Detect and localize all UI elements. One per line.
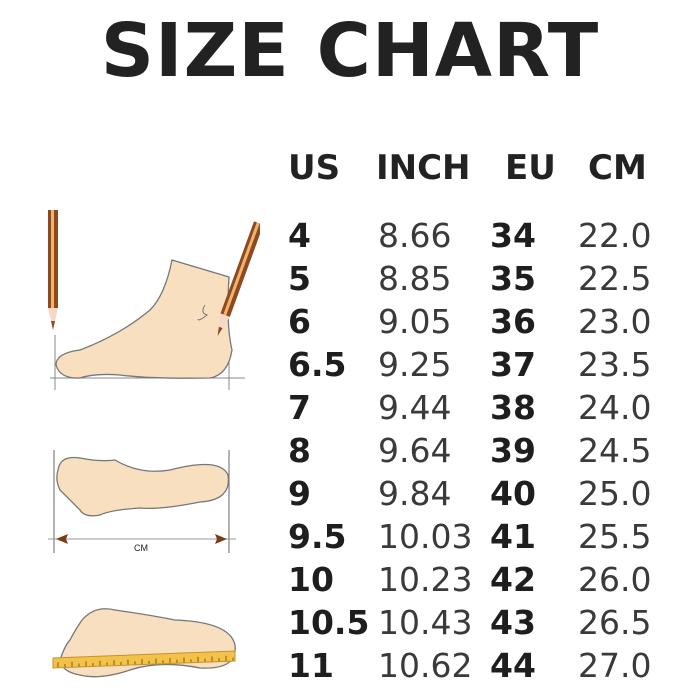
cell-us: 10	[288, 560, 334, 599]
table-row: 11 10.62 44 27.0	[0, 644, 700, 687]
cell-inch: 10.62	[378, 646, 473, 685]
cell-inch: 9.64	[378, 431, 452, 470]
header-eu: EU	[505, 148, 556, 188]
table-row: 7 9.44 38 24.0	[0, 386, 700, 429]
cell-inch: 10.03	[378, 517, 473, 556]
header-cm: CM	[588, 148, 647, 188]
cell-cm: 26.0	[578, 560, 652, 599]
cell-eu: 39	[490, 431, 536, 470]
cell-inch: 9.25	[378, 345, 452, 384]
cell-us: 6.5	[288, 345, 347, 384]
cell-eu: 44	[490, 646, 536, 685]
cell-inch: 9.05	[378, 302, 452, 341]
cell-us: 11	[288, 646, 334, 685]
cell-us: 9.5	[288, 517, 347, 556]
cell-eu: 35	[490, 259, 536, 298]
table-row: 8 9.64 39 24.5	[0, 429, 700, 472]
table-row: 9 9.84 40 25.0	[0, 472, 700, 515]
cell-cm: 25.5	[578, 517, 652, 556]
cell-eu: 38	[490, 388, 536, 427]
cell-cm: 25.0	[578, 474, 652, 513]
cell-inch: 8.85	[378, 259, 452, 298]
cell-eu: 37	[490, 345, 536, 384]
cell-eu: 42	[490, 560, 536, 599]
cell-us: 9	[288, 474, 311, 513]
cell-eu: 40	[490, 474, 536, 513]
foot-ruler-illustration	[52, 608, 236, 678]
header-inch: INCH	[376, 148, 471, 188]
cell-inch: 10.43	[378, 603, 473, 642]
foot-top-illustration: CM	[48, 450, 236, 553]
cell-inch: 8.66	[378, 216, 452, 255]
table-row: 6.5 9.25 37 23.5	[0, 343, 700, 386]
cell-inch: 9.84	[378, 474, 452, 513]
cell-cm: 26.5	[578, 603, 652, 642]
table-row: 5 8.85 35 22.5	[0, 257, 700, 300]
header-us: US	[288, 148, 341, 188]
cell-us: 4	[288, 216, 311, 255]
cell-eu: 41	[490, 517, 536, 556]
cell-us: 7	[288, 388, 311, 427]
table-row: 10 10.23 42 26.0	[0, 558, 700, 601]
cell-us: 5	[288, 259, 311, 298]
cell-eu: 34	[490, 216, 536, 255]
cell-eu: 43	[490, 603, 536, 642]
cell-cm: 22.5	[578, 259, 652, 298]
cell-cm: 23.5	[578, 345, 652, 384]
ruler-ticks	[57, 655, 234, 668]
table-row: 6 9.05 36 23.0	[0, 300, 700, 343]
cell-cm: 24.5	[578, 431, 652, 470]
cell-cm: 22.0	[578, 216, 652, 255]
cell-us: 6	[288, 302, 311, 341]
table-row: 9.5 10.03 41 25.5	[0, 515, 700, 558]
cell-eu: 36	[490, 302, 536, 341]
cell-us: 10.5	[288, 603, 370, 642]
cell-inch: 9.44	[378, 388, 452, 427]
cell-us: 8	[288, 431, 311, 470]
table-row: 4 8.66 34 22.0	[0, 214, 700, 257]
cell-cm: 27.0	[578, 646, 652, 685]
page-title: SIZE CHART	[100, 8, 600, 94]
cell-cm: 23.0	[578, 302, 652, 341]
cell-inch: 10.23	[378, 560, 473, 599]
table-row: 10.5 10.43 43 26.5	[0, 601, 700, 644]
foot-side-illustration	[48, 210, 260, 390]
measure-label: CM	[134, 543, 148, 553]
cell-cm: 24.0	[578, 388, 652, 427]
